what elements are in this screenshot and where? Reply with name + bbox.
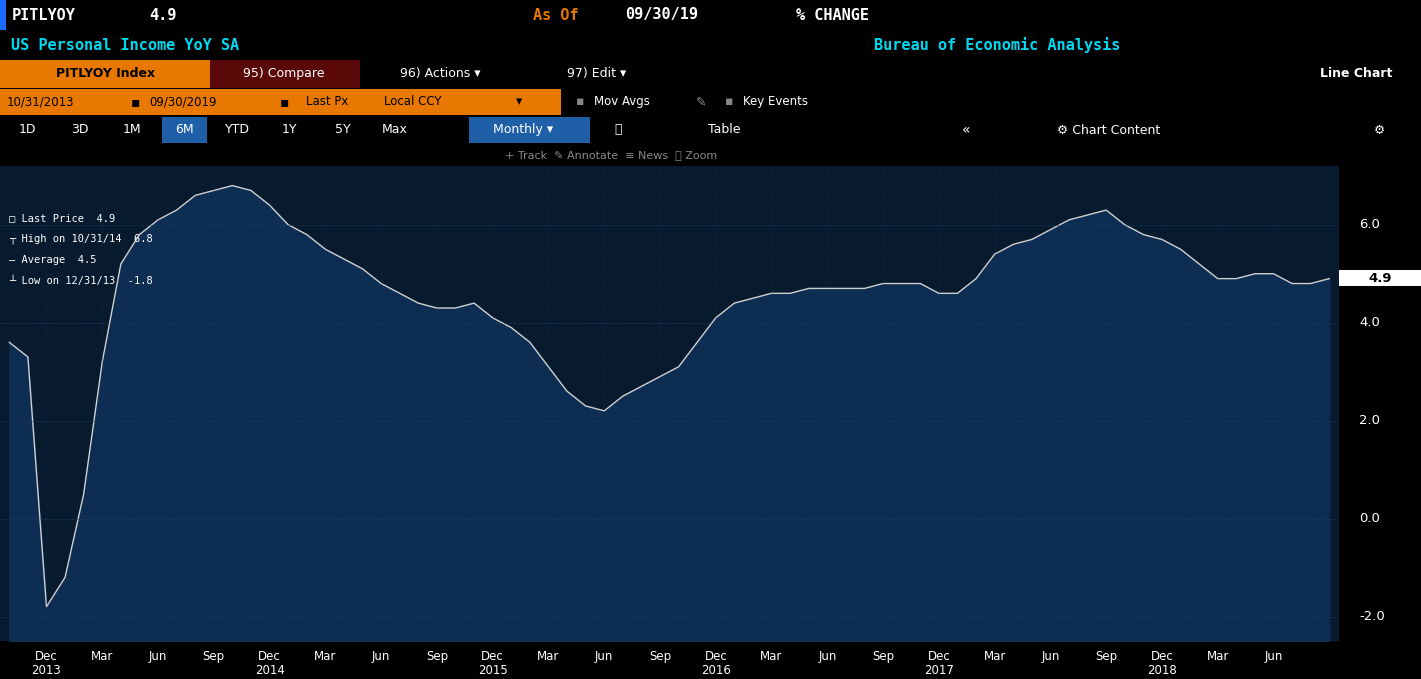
Text: Last Px: Last Px xyxy=(306,96,348,109)
Bar xyxy=(210,60,360,88)
Text: ✎: ✎ xyxy=(696,96,706,109)
Text: Local CCY: Local CCY xyxy=(384,96,441,109)
Text: 4.0: 4.0 xyxy=(1358,316,1380,329)
Text: 4.9: 4.9 xyxy=(1368,272,1391,285)
Text: 4.9: 4.9 xyxy=(149,7,176,22)
Text: US Personal Income YoY SA: US Personal Income YoY SA xyxy=(11,37,240,52)
Text: ⚙: ⚙ xyxy=(1374,124,1385,136)
Text: 3D: 3D xyxy=(71,124,88,136)
Text: 📈: 📈 xyxy=(614,124,622,136)
Text: Max: Max xyxy=(382,124,408,136)
Text: 6.0: 6.0 xyxy=(1358,218,1380,232)
Text: 95) Compare: 95) Compare xyxy=(243,67,325,81)
Text: ▪: ▪ xyxy=(280,95,288,109)
Text: 09/30/2019: 09/30/2019 xyxy=(149,96,217,109)
Bar xyxy=(384,90,526,115)
Text: % CHANGE: % CHANGE xyxy=(796,7,868,22)
Text: Mov Avgs: Mov Avgs xyxy=(594,96,649,109)
Text: ⚙ Chart Content: ⚙ Chart Content xyxy=(1057,124,1160,136)
Text: — Average  4.5: — Average 4.5 xyxy=(10,255,97,265)
Text: «: « xyxy=(962,123,971,137)
Text: 1D: 1D xyxy=(18,124,36,136)
Text: 97) Edit ▾: 97) Edit ▾ xyxy=(567,67,627,81)
Text: 10/31/2013: 10/31/2013 xyxy=(7,96,75,109)
Text: ▪: ▪ xyxy=(131,95,139,109)
Text: Monthly ▾: Monthly ▾ xyxy=(493,124,553,136)
Bar xyxy=(0,0,6,30)
Text: ▾: ▾ xyxy=(516,96,522,109)
Text: □ Last Price  4.9: □ Last Price 4.9 xyxy=(10,213,115,223)
Text: 09/30/19: 09/30/19 xyxy=(625,7,698,22)
Text: 6M: 6M xyxy=(175,124,195,136)
Bar xyxy=(1339,270,1421,286)
Text: 5Y: 5Y xyxy=(335,124,350,136)
Text: ┴ Low on 12/31/13  -1.8: ┴ Low on 12/31/13 -1.8 xyxy=(10,276,153,286)
Bar xyxy=(162,117,207,143)
Bar xyxy=(0,60,210,88)
Text: PITLYOY Index: PITLYOY Index xyxy=(55,67,155,81)
Text: -2.0: -2.0 xyxy=(1358,610,1385,623)
Text: ┬ High on 10/31/14  6.8: ┬ High on 10/31/14 6.8 xyxy=(10,234,153,244)
Text: Table: Table xyxy=(709,124,740,136)
Bar xyxy=(0,90,561,115)
Text: 96) Actions ▾: 96) Actions ▾ xyxy=(401,67,480,81)
Text: ▪: ▪ xyxy=(576,96,584,109)
Text: 0.0: 0.0 xyxy=(1358,512,1380,525)
Bar xyxy=(469,117,590,143)
Text: YTD: YTD xyxy=(225,124,250,136)
Text: As Of: As Of xyxy=(533,7,588,22)
Text: 2.0: 2.0 xyxy=(1358,414,1380,427)
Text: ▪: ▪ xyxy=(725,96,733,109)
Text: Line Chart: Line Chart xyxy=(1320,67,1393,81)
Text: + Track  ✎ Annotate  ≡ News  🔍 Zoom: + Track ✎ Annotate ≡ News 🔍 Zoom xyxy=(504,150,718,160)
Text: PITLYOY: PITLYOY xyxy=(11,7,75,22)
Text: 1Y: 1Y xyxy=(283,124,297,136)
Text: Key Events: Key Events xyxy=(743,96,809,109)
Text: 1M: 1M xyxy=(122,124,142,136)
Text: Bureau of Economic Analysis: Bureau of Economic Analysis xyxy=(874,37,1120,53)
